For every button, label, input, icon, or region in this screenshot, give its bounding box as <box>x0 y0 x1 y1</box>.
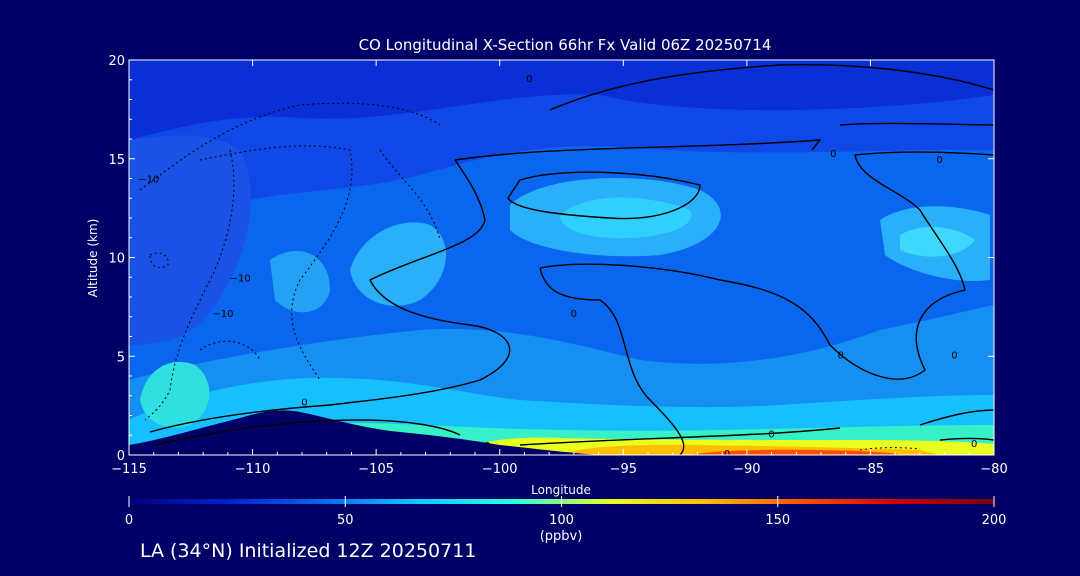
y-tick-label: 10 <box>108 252 125 267</box>
contour-label: 0 <box>971 439 977 450</box>
colorbar-unit-label: (ppbv) <box>540 529 583 544</box>
x-tick-label: −80 <box>980 462 1007 477</box>
contour-label: 0 <box>526 74 532 85</box>
terrain <box>129 410 600 455</box>
contours-solid <box>149 63 994 455</box>
contour-label: 0 <box>768 429 774 440</box>
x-axis-label: Longitude <box>531 483 591 497</box>
x-tick-label: −110 <box>235 462 271 477</box>
plot-area: 0 0 0 0 0 0 0 0 0 0 0 −10 −10 −10 <box>129 60 994 460</box>
contour-label: −10 <box>138 175 159 186</box>
colorbar-tick-label: 50 <box>337 513 354 528</box>
x-tick-label: −115 <box>111 462 147 477</box>
colorbar-tick-label: 200 <box>982 513 1007 528</box>
colorbar-ticks: 0 50 100 150 200 <box>125 496 1007 528</box>
contour-label: 0 <box>838 350 844 361</box>
field-cyan-pocket-6 <box>270 251 330 313</box>
contour-label-layer: 0 0 0 0 0 0 0 0 0 0 0 −10 −10 −10 <box>138 74 977 460</box>
contour-label: 0 <box>724 449 730 460</box>
field-top-band <box>129 60 994 140</box>
contour-label: 0 <box>951 350 957 361</box>
colorbar-tick-label: 150 <box>765 513 790 528</box>
field-west-plume <box>140 361 210 428</box>
field-west-region <box>129 135 251 345</box>
contour-label: 0 <box>301 398 307 409</box>
y-tick-label: 20 <box>108 54 125 69</box>
colorbar-tick-label: 0 <box>125 513 133 528</box>
contour-label: −10 <box>230 273 251 284</box>
x-tick-label: −100 <box>482 462 518 477</box>
contour-label: −10 <box>212 309 233 320</box>
field-boundary-red <box>690 449 900 455</box>
x-tick-label: −105 <box>358 462 394 477</box>
field-upper-band <box>129 94 994 230</box>
field-cyan-pocket-3 <box>560 197 692 239</box>
x-tick-label: −95 <box>610 462 637 477</box>
y-axis: 0 5 10 15 20 <box>108 54 994 464</box>
colorbar-tick-label: 100 <box>549 513 574 528</box>
contour-label: 0 <box>936 155 942 166</box>
y-tick-label: 15 <box>108 153 125 168</box>
x-tick-label: −85 <box>857 462 884 477</box>
field-cyan-pocket-5 <box>900 226 975 257</box>
y-tick-label: 5 <box>117 350 125 365</box>
y-tick-label: 0 <box>117 449 125 464</box>
contour-label: 0 <box>484 441 490 452</box>
footer-caption: LA (34°N) Initialized 12Z 20250711 <box>140 540 477 562</box>
y-axis-label: Altitude (km) <box>86 219 100 298</box>
contour-label: 0 <box>571 309 577 320</box>
contour-label: 0 <box>830 149 836 160</box>
x-tick-label: −90 <box>733 462 760 477</box>
chart-title: CO Longitudinal X-Section 66hr Fx Valid … <box>359 36 772 54</box>
contours-dashed <box>139 102 921 451</box>
field-cyan-pocket-1 <box>350 222 447 306</box>
x-axis: −115 −110 −105 −100 −95 −90 −85 −80 <box>111 60 1008 477</box>
